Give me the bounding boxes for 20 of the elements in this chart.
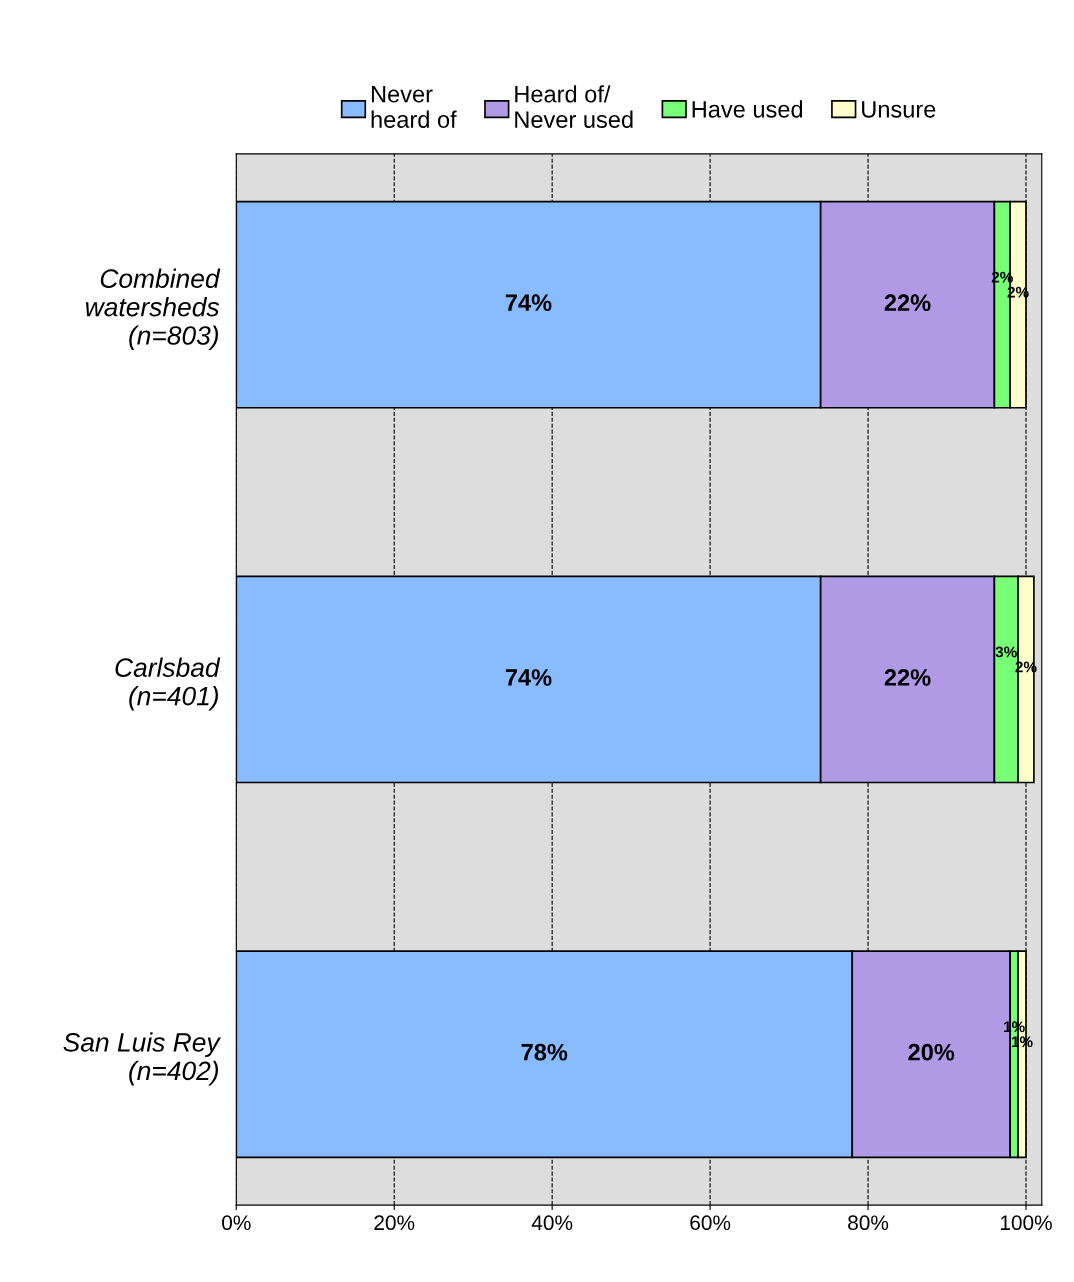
data-label: 22% <box>884 294 931 311</box>
legend-label: Heard of/ Never used <box>515 85 633 128</box>
y-tick-label: San Luis Rey (n=402) <box>63 1032 221 1086</box>
x-tick-label: 20% <box>374 1215 415 1231</box>
x-tick-label: 100% <box>1000 1215 1052 1231</box>
data-label: 3% <box>995 646 1017 658</box>
data-label: 74% <box>505 669 552 686</box>
legend-label: Never heard of <box>371 86 457 128</box>
x-tick-label: 60% <box>690 1215 731 1231</box>
data-label: 74% <box>505 294 552 311</box>
data-label: 20% <box>908 1043 955 1061</box>
y-tick-label: Carlsbad (n=401) <box>115 657 221 711</box>
x-tick-label: 80% <box>848 1215 889 1231</box>
x-tick-label: 40% <box>531 1215 573 1231</box>
data-label: 22% <box>884 669 931 686</box>
legend-label: Have used <box>692 100 803 118</box>
x-tick-label: 0% <box>222 1215 251 1231</box>
y-tick-label: Combined watersheds (n=803) <box>85 268 221 351</box>
legend-label: Unsure <box>862 101 936 118</box>
data-label: 78% <box>521 1043 568 1061</box>
